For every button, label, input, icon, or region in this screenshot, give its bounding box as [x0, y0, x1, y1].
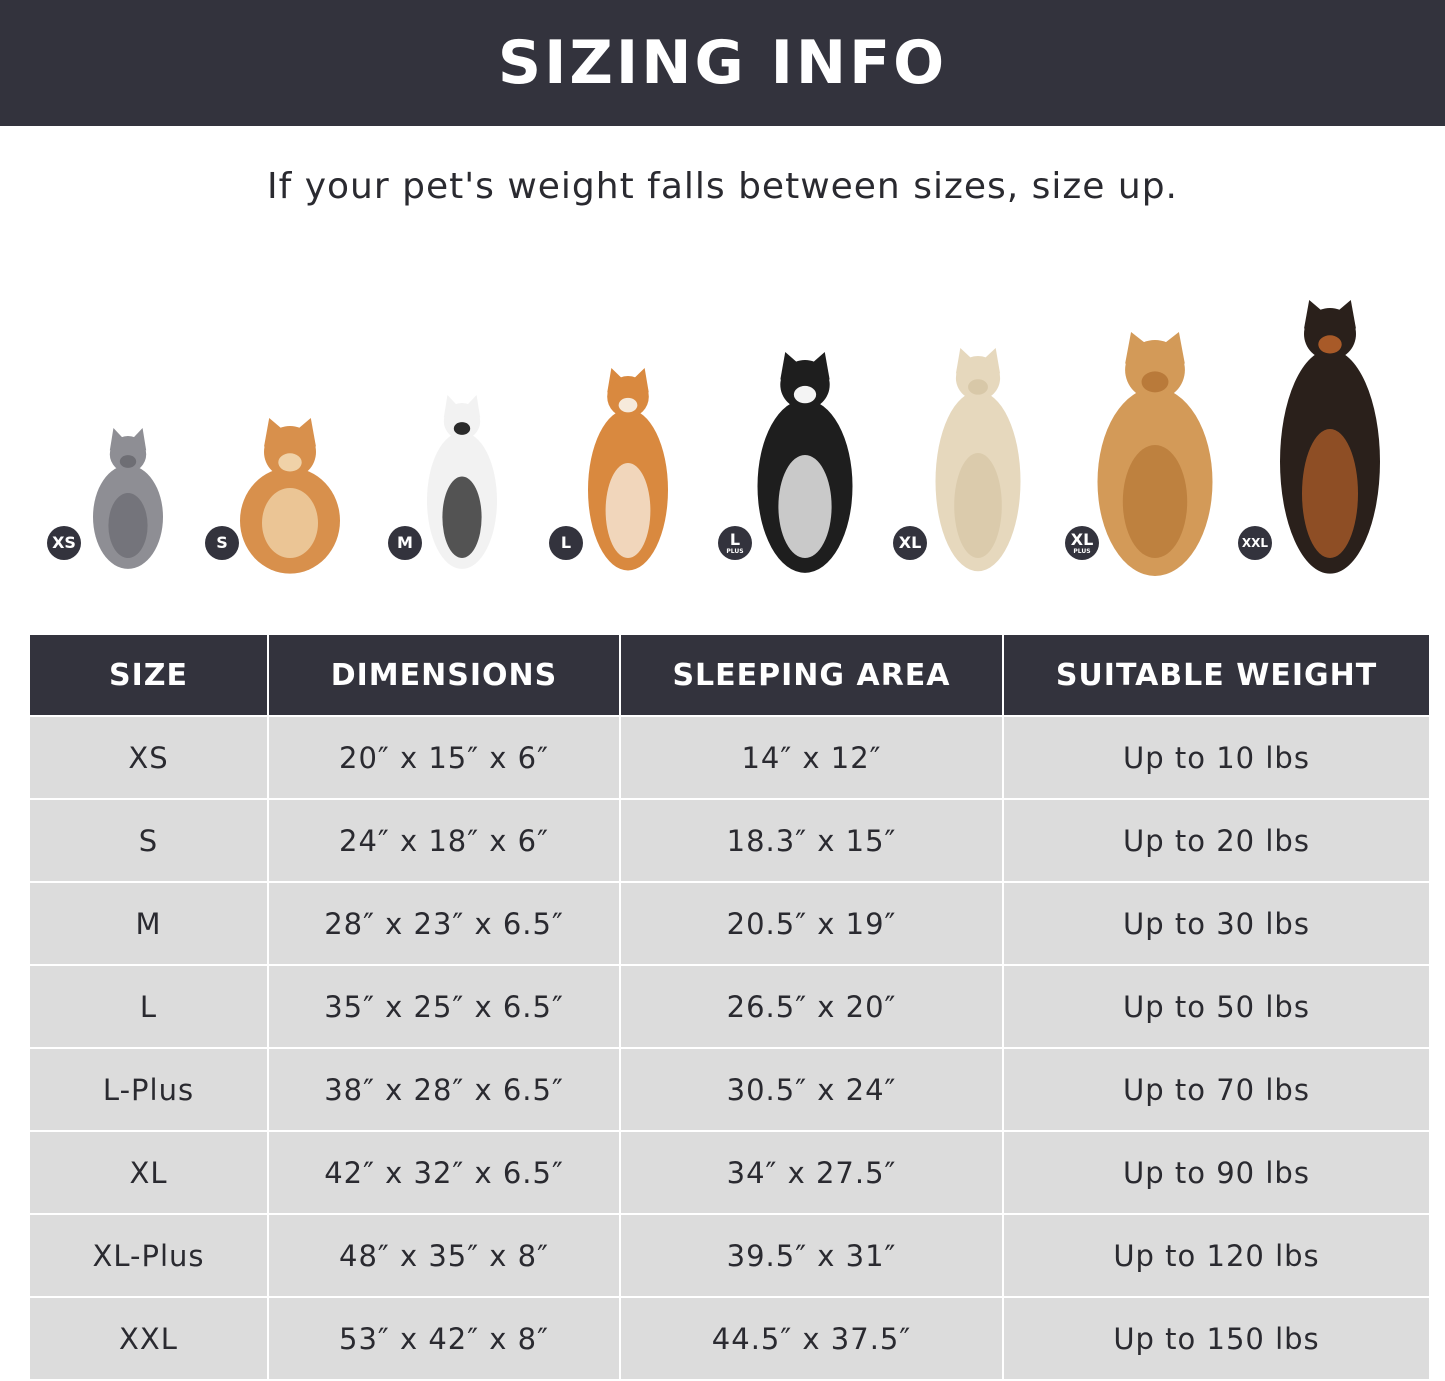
table-cell: 26.5″ x 20″: [619, 964, 1004, 1049]
pet-chest: [262, 488, 318, 558]
pet-chest: [1302, 429, 1358, 558]
table-cell: 30.5″ x 24″: [619, 1047, 1004, 1132]
column-header: SLEEPING AREA: [619, 635, 1004, 716]
title-banner: SIZING INFO: [0, 0, 1445, 126]
pet-illustrations: [93, 300, 1380, 576]
table-cell: Up to 70 lbs: [1002, 1047, 1429, 1132]
table-header-row: SIZE DIMENSIONS SLEEPING AREA SUITABLE WEIG…: [30, 635, 1429, 716]
table-row: XL-Plus 48″ x 35″ x 8″ 39.5″ x 31″ Up to 12…: [30, 1213, 1429, 1298]
table-row: XL 42″ x 32″ x 6.5″ 34″ x 27.5″ Up to 90 lb…: [30, 1130, 1429, 1215]
table-cell: 24″ x 18″ x 6″: [267, 798, 621, 883]
size-badge-l: L: [549, 526, 583, 560]
pet-size-lineup: XS S M L L PLUS XL XL PLUS XXL: [0, 290, 1445, 580]
badge-label: XS: [52, 533, 76, 552]
column-header: SIZE: [30, 635, 269, 716]
table-cell: Up to 50 lbs: [1002, 964, 1429, 1049]
pet-muzzle: [1318, 335, 1342, 354]
table-row: XS 20″ x 15″ x 6″ 14″ x 12″ Up to 10 lbs: [30, 715, 1429, 800]
table-row: XXL 53″ x 42″ x 8″ 44.5″ x 37.5″ Up to 150 …: [30, 1296, 1429, 1381]
pet-muzzle: [278, 453, 302, 472]
pet-chest: [1122, 445, 1188, 558]
pet-muzzle: [618, 397, 638, 413]
table-row: L 35″ x 25″ x 6.5″ 26.5″ x 20″ Up to 50 lbs: [30, 964, 1429, 1049]
badge-label: M: [397, 533, 413, 552]
badge-label: XL: [1070, 529, 1094, 549]
pet-head: [607, 376, 649, 418]
badge-label: L: [729, 529, 741, 549]
pet-head: [780, 360, 830, 410]
table-cell: 53″ x 42″ x 8″: [267, 1296, 621, 1381]
pet-chest: [605, 463, 651, 558]
badge-plus: PLUS: [1073, 547, 1091, 555]
size-badge-xxl: XXL: [1238, 526, 1272, 560]
sizing-tip: If your pet's weight falls between sizes…: [266, 166, 1178, 207]
pet-muzzle: [453, 422, 471, 435]
table-cell: 39.5″ x 31″: [619, 1213, 1004, 1298]
pet-head: [1125, 340, 1185, 400]
size-badge-l-plus: L PLUS: [718, 526, 752, 560]
table-cell: 20″ x 15″ x 6″: [267, 715, 621, 800]
table-cell: Up to 30 lbs: [1002, 881, 1429, 966]
table-cell: XXL: [30, 1296, 269, 1381]
badge-plus: PLUS: [726, 547, 744, 555]
table-cell: Up to 150 lbs: [1002, 1296, 1429, 1381]
table-cell: L-Plus: [30, 1047, 269, 1132]
table-cell: 44.5″ x 37.5″: [619, 1296, 1004, 1381]
pet-muzzle: [1141, 371, 1169, 393]
pet-head: [1304, 308, 1356, 360]
size-badge-xs: XS: [47, 526, 81, 560]
table-cell: Up to 90 lbs: [1002, 1130, 1429, 1215]
badge-label: XXL: [1241, 536, 1269, 550]
table-cell: Up to 120 lbs: [1002, 1213, 1429, 1298]
table-row: S 24″ x 18″ x 6″ 18.3″ x 15″ Up to 20 lbs: [30, 798, 1429, 883]
pet-chest: [442, 476, 482, 558]
table-cell: Up to 20 lbs: [1002, 798, 1429, 883]
table-cell: M: [30, 881, 269, 966]
column-header: SUITABLE WEIGHT: [1002, 635, 1429, 716]
table-cell: S: [30, 798, 269, 883]
pet-muzzle: [119, 455, 137, 468]
table-cell: L: [30, 964, 269, 1049]
pet-chest: [778, 455, 832, 558]
pet-muzzle: [968, 379, 988, 395]
pet-head: [264, 426, 316, 478]
table-cell: 34″ x 27.5″: [619, 1130, 1004, 1215]
badge-label: S: [216, 533, 228, 552]
pet-head: [443, 403, 481, 440]
table-cell: XL: [30, 1130, 269, 1215]
pet-chest: [954, 453, 1002, 558]
table-cell: 38″ x 28″ x 6.5″: [267, 1047, 621, 1132]
table-cell: XL-Plus: [30, 1213, 269, 1298]
table-cell: 20.5″ x 19″: [619, 881, 1004, 966]
table-cell: 48″ x 35″ x 8″: [267, 1213, 621, 1298]
size-badge-xl-plus: XL PLUS: [1065, 526, 1099, 560]
table-cell: 42″ x 32″ x 6.5″: [267, 1130, 621, 1215]
table-cell: 35″ x 25″ x 6.5″: [267, 964, 621, 1049]
sizing-table: SIZE DIMENSIONS SLEEPING AREA SUITABLE WEIG…: [30, 635, 1429, 1381]
table-row: M 28″ x 23″ x 6.5″ 20.5″ x 19″ Up to 30 lbs: [30, 881, 1429, 966]
badge-label: XL: [898, 533, 922, 552]
pet-chest: [108, 493, 148, 558]
pet-head: [109, 436, 147, 473]
pet-head: [955, 356, 1001, 401]
size-badge-xl: XL: [893, 526, 927, 560]
size-badge-s: S: [205, 526, 239, 560]
badge-label: L: [560, 533, 572, 552]
column-header: DIMENSIONS: [267, 635, 621, 716]
table-cell: 18.3″ x 15″: [619, 798, 1004, 883]
pet-muzzle: [793, 385, 817, 404]
table-cell: XS: [30, 715, 269, 800]
size-badge-m: M: [388, 526, 422, 560]
page-title: SIZING INFO: [497, 28, 948, 98]
table-cell: Up to 10 lbs: [1002, 715, 1429, 800]
table-row: L-Plus 38″ x 28″ x 6.5″ 30.5″ x 24″ Up to 7…: [30, 1047, 1429, 1132]
table-cell: 28″ x 23″ x 6.5″: [267, 881, 621, 966]
table-cell: 14″ x 12″: [619, 715, 1004, 800]
